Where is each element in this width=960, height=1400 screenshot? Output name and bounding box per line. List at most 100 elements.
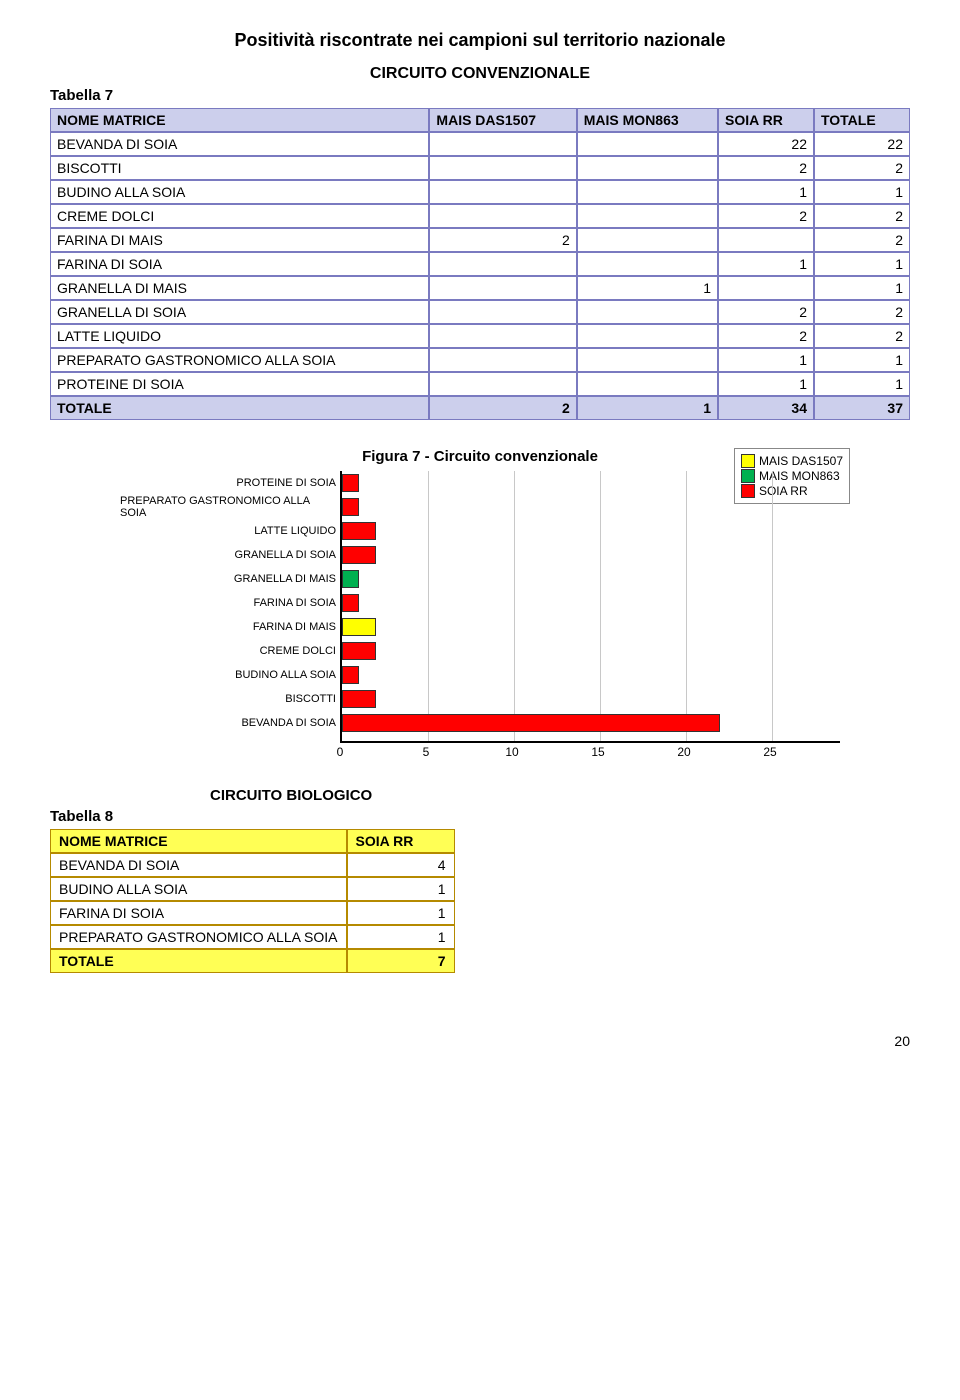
cell-name: BUDINO ALLA SOIA [50, 180, 429, 204]
cell-name: FARINA DI SOIA [50, 901, 347, 925]
table-row: FARINA DI MAIS22 [50, 228, 910, 252]
chart-plot [340, 471, 840, 743]
table-row: GRANELLA DI SOIA22 [50, 300, 910, 324]
table-row: GRANELLA DI MAIS 1 1 [50, 276, 910, 300]
chart-row [342, 711, 840, 735]
legend-label: MAIS DAS1507 [759, 454, 843, 468]
ytick-label: PREPARATO GASTRONOMICO ALLA SOIA [120, 495, 340, 519]
bar-soia-rr [342, 642, 376, 660]
chart-title: Figura 7 - Circuito convenzionale [120, 448, 840, 465]
cell-name: FARINA DI SOIA [50, 252, 429, 276]
table7-caption: Tabella 7 [50, 87, 910, 104]
ytick-label: BISCOTTI [120, 687, 340, 711]
bar-soia-rr [342, 522, 376, 540]
ytick-label: PROTEINE DI SOIA [120, 471, 340, 495]
bar-soia-rr [342, 690, 376, 708]
cell-c2 [577, 204, 718, 228]
th-soia: SOIA RR [718, 108, 814, 132]
bar-soia-rr [342, 666, 359, 684]
table-row: BISCOTTI 22 [50, 156, 910, 180]
cell-c2 [577, 324, 718, 348]
cell-c1 [429, 300, 576, 324]
cell-c2: 1 [577, 276, 718, 300]
cell-c1 [429, 324, 576, 348]
cell-c2 [577, 180, 718, 204]
cell-v: 1 [347, 925, 455, 949]
cell-c2 [577, 252, 718, 276]
ytick-label: BEVANDA DI SOIA [120, 711, 340, 735]
legend-item: MAIS DAS1507 [741, 454, 843, 468]
cell-c2 [577, 228, 718, 252]
cell-name: GRANELLA DI SOIA [50, 300, 429, 324]
cell-c3: 1 [718, 372, 814, 396]
th-nome: NOME MATRICE [50, 108, 429, 132]
t8-total-v: 7 [347, 949, 455, 973]
ytick-label: GRANELLA DI MAIS [120, 567, 340, 591]
cell-name: FARINA DI MAIS [50, 228, 429, 252]
cell-name: GRANELLA DI MAIS [50, 276, 429, 300]
table7: NOME MATRICE MAIS DAS1507 MAIS MON863 SO… [50, 108, 910, 420]
cell-c4: 1 [814, 252, 910, 276]
cell-name: BISCOTTI [50, 156, 429, 180]
ytick-label: FARINA DI SOIA [120, 591, 340, 615]
t8-total-label: TOTALE [50, 949, 347, 973]
cell-c1 [429, 132, 576, 156]
xtick-label: 25 [763, 745, 776, 759]
bar-soia-rr [342, 714, 720, 732]
table7-subtitle: CIRCUITO CONVENZIONALE [50, 65, 910, 83]
cell-c4: 1 [814, 276, 910, 300]
cell-c1 [429, 372, 576, 396]
cell-name: BEVANDA DI SOIA [50, 853, 347, 877]
chart-ylabels: PROTEINE DI SOIAPREPARATO GASTRONOMICO A… [120, 471, 340, 741]
cell-v: 4 [347, 853, 455, 877]
chart-row [342, 543, 840, 567]
cell-name: BEVANDA DI SOIA [50, 132, 429, 156]
cell-c3: 2 [718, 324, 814, 348]
cell-c4: 2 [814, 204, 910, 228]
cell-c2 [577, 372, 718, 396]
table-row: FARINA DI SOIA1 [50, 901, 455, 925]
chart-xaxis: 0510152025 [340, 743, 770, 763]
ytick-label: CREME DOLCI [120, 639, 340, 663]
legend-swatch [741, 454, 755, 468]
table-row: CREME DOLCI22 [50, 204, 910, 228]
cell-c3: 2 [718, 156, 814, 180]
cell-c3 [718, 228, 814, 252]
cell-c3 [718, 276, 814, 300]
cell-c2 [577, 156, 718, 180]
table-row: PROTEINE DI SOIA11 [50, 372, 910, 396]
bar-mais-das1507 [342, 618, 376, 636]
cell-name: PREPARATO GASTRONOMICO ALLA SOIA [50, 348, 429, 372]
cell-v: 1 [347, 877, 455, 901]
cell-c3: 1 [718, 180, 814, 204]
chart-row [342, 615, 840, 639]
table-row: PREPARATO GASTRONOMICO ALLA SOIA11 [50, 348, 910, 372]
chart-row [342, 591, 840, 615]
cell-c1 [429, 180, 576, 204]
chart-row [342, 495, 840, 519]
cell-c4: 2 [814, 156, 910, 180]
table8-caption: Tabella 8 [50, 808, 910, 825]
cell-c1: 2 [429, 228, 576, 252]
chart-figure7: Figura 7 - Circuito convenzionale MAIS D… [120, 448, 840, 763]
xtick-label: 20 [677, 745, 690, 759]
t7-total-c2: 1 [577, 396, 718, 420]
table-row: LATTE LIQUIDO22 [50, 324, 910, 348]
cell-c2 [577, 348, 718, 372]
bar-soia-rr [342, 498, 359, 516]
t7-total-c3: 34 [718, 396, 814, 420]
table-row: BUDINO ALLA SOIA1 [50, 877, 455, 901]
xtick-label: 10 [505, 745, 518, 759]
cell-c2 [577, 300, 718, 324]
ytick-label: GRANELLA DI SOIA [120, 543, 340, 567]
cell-c4: 22 [814, 132, 910, 156]
table-row: BEVANDA DI SOIA4 [50, 853, 455, 877]
cell-c4: 2 [814, 300, 910, 324]
chart-row [342, 471, 840, 495]
page-title: Positività riscontrate nei campioni sul … [50, 30, 910, 51]
cell-c3: 2 [718, 204, 814, 228]
cell-c4: 1 [814, 180, 910, 204]
ytick-label: LATTE LIQUIDO [120, 519, 340, 543]
cell-c1 [429, 276, 576, 300]
table-row: BEVANDA DI SOIA2222 [50, 132, 910, 156]
